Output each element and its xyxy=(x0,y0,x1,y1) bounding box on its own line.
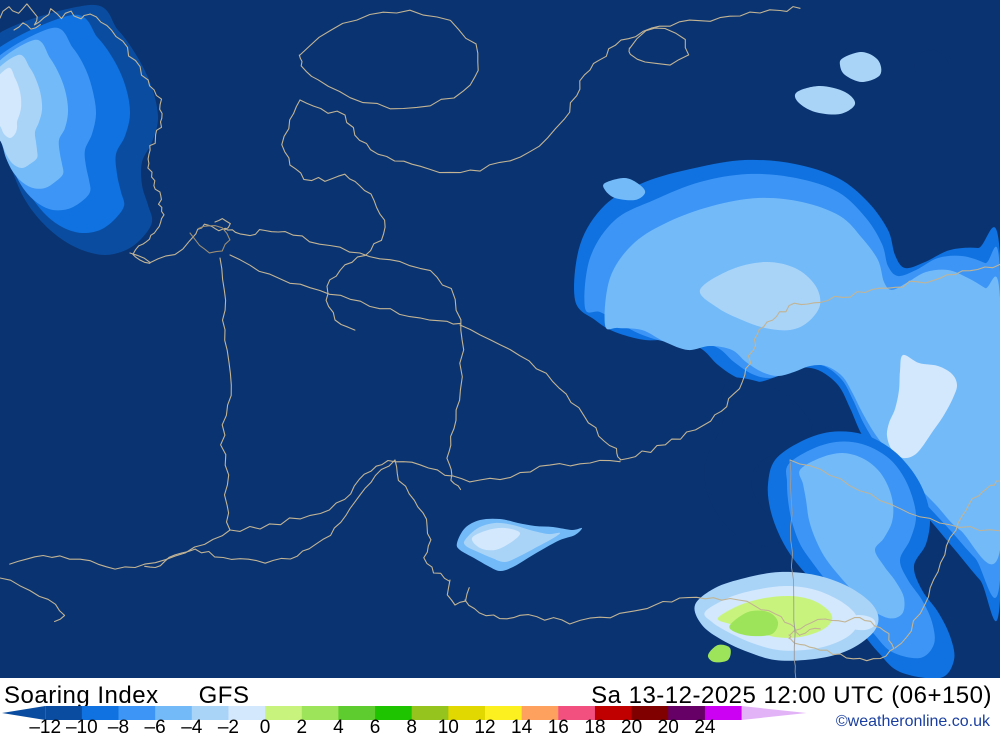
svg-text:–6: –6 xyxy=(145,717,166,733)
svg-text:10: 10 xyxy=(438,717,459,733)
svg-text:–8: –8 xyxy=(108,717,129,733)
svg-text:18: 18 xyxy=(584,717,605,733)
svg-text:–12: –12 xyxy=(29,717,61,733)
svg-text:2: 2 xyxy=(297,717,308,733)
svg-text:6: 6 xyxy=(370,717,381,733)
svg-text:8: 8 xyxy=(406,717,417,733)
svg-text:14: 14 xyxy=(511,717,533,733)
svg-text:24: 24 xyxy=(694,717,716,733)
svg-text:–10: –10 xyxy=(66,717,98,733)
svg-text:0: 0 xyxy=(260,717,271,733)
svg-text:–4: –4 xyxy=(181,717,203,733)
svg-text:4: 4 xyxy=(333,717,344,733)
svg-text:16: 16 xyxy=(548,717,569,733)
svg-text:12: 12 xyxy=(474,717,495,733)
svg-text:–2: –2 xyxy=(218,717,239,733)
svg-text:20: 20 xyxy=(621,717,642,733)
svg-text:20: 20 xyxy=(658,717,679,733)
